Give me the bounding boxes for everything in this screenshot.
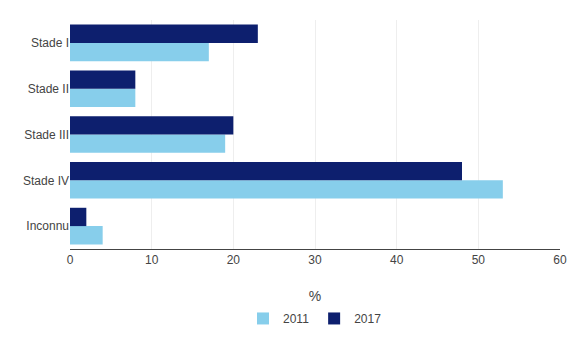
svg-text:10: 10 <box>145 253 159 267</box>
svg-text:Stade II: Stade II <box>28 82 69 96</box>
svg-text:%: % <box>309 288 321 304</box>
svg-text:60: 60 <box>553 253 567 267</box>
svg-text:20: 20 <box>227 253 241 267</box>
svg-text:40: 40 <box>390 253 404 267</box>
svg-text:Stade III: Stade III <box>24 128 69 142</box>
svg-text:Stade IV: Stade IV <box>23 174 69 188</box>
svg-text:50: 50 <box>472 253 486 267</box>
svg-text:2017: 2017 <box>354 312 381 326</box>
svg-text:Inconnu: Inconnu <box>26 219 69 233</box>
svg-text:0: 0 <box>67 253 74 267</box>
svg-text:Stade I: Stade I <box>31 36 69 50</box>
svg-text:2011: 2011 <box>283 312 309 326</box>
svg-text:30: 30 <box>308 253 322 267</box>
